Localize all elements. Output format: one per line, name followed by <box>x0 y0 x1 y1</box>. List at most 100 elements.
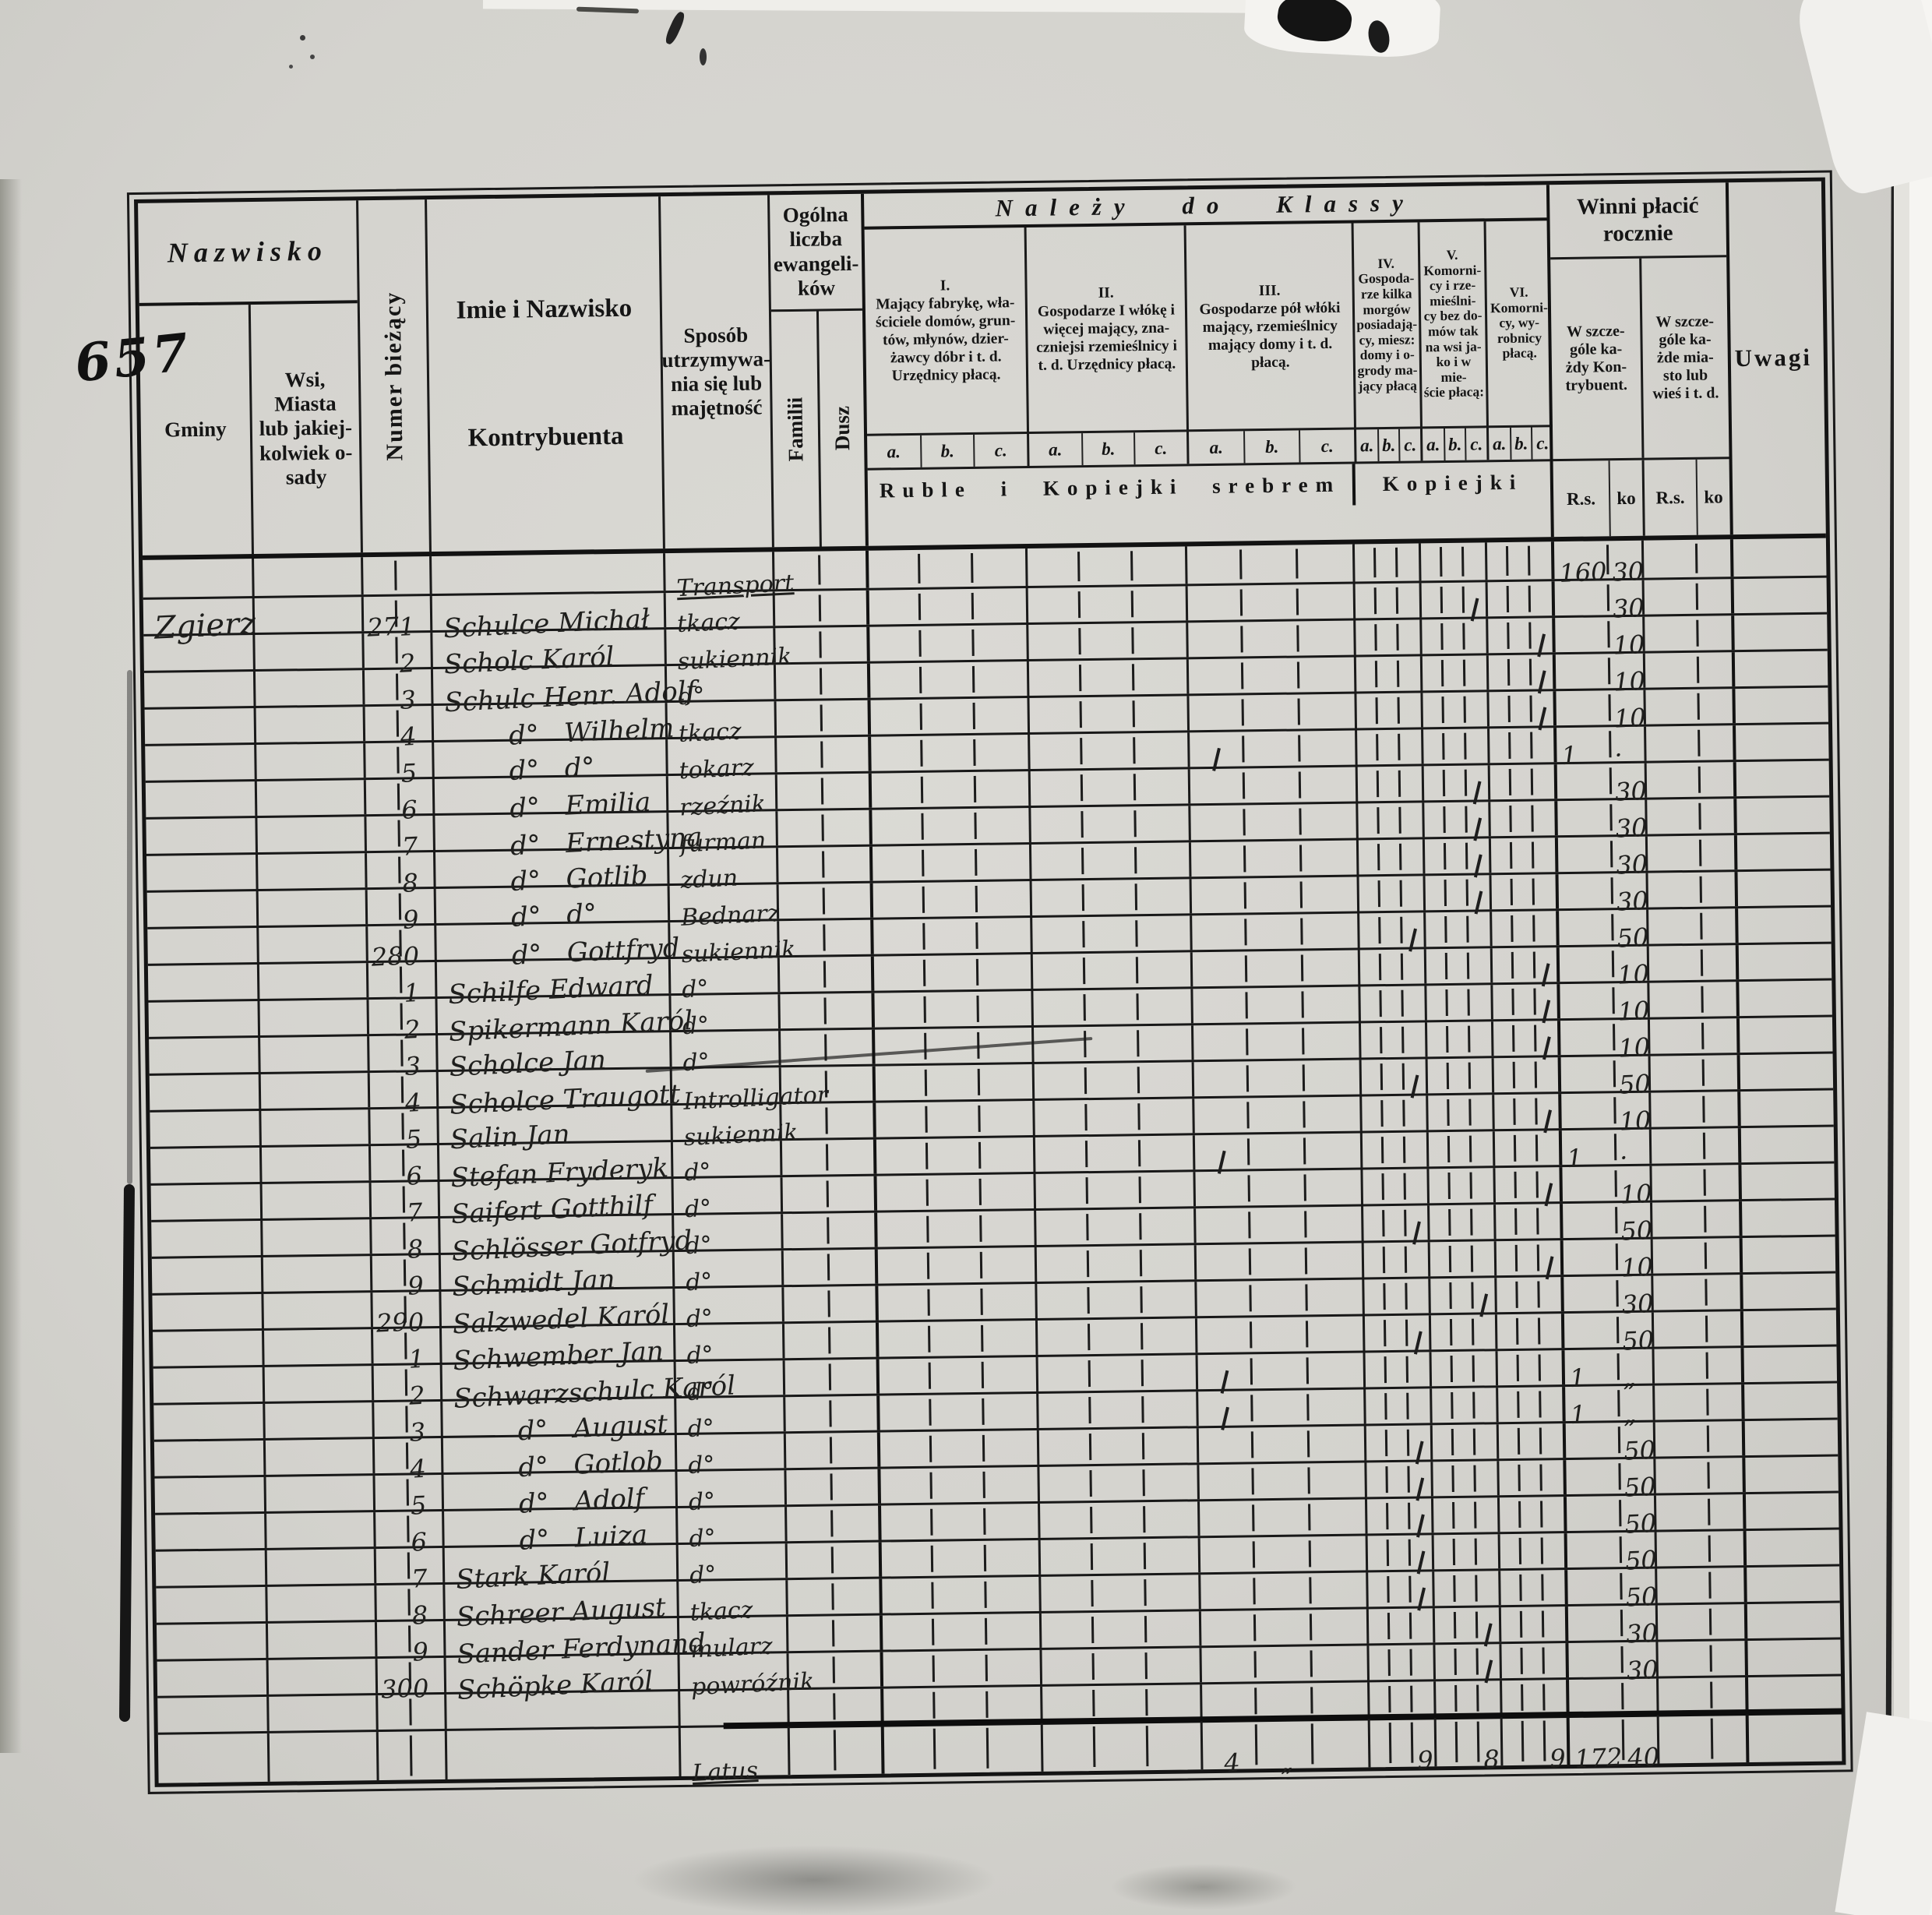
town-kopecks-cell <box>1706 1348 1741 1383</box>
occupation-cell: d° <box>674 1397 784 1443</box>
class-IV-b-cell <box>1382 1133 1405 1167</box>
subcol-a: a. <box>1048 439 1063 460</box>
number-tens-cell <box>375 1731 411 1781</box>
number-tens-cell: 27 <box>361 596 400 643</box>
remarks-cell <box>1736 1053 1826 1090</box>
remarks-cell <box>1741 1383 1830 1419</box>
class-II-c-cell <box>1132 622 1186 658</box>
subcol-a: a. <box>1426 434 1440 454</box>
class-V-b-cell <box>1450 1278 1472 1313</box>
class-V-b-cell <box>1441 583 1464 617</box>
village-cell <box>260 1256 371 1292</box>
class-V-b-cell <box>1447 1095 1470 1130</box>
class-IV-c-cell <box>1404 1132 1427 1166</box>
class-I-a-cell <box>878 1504 932 1540</box>
class-I-a-cell <box>870 919 924 954</box>
number-unit-cell: 7 <box>408 1548 443 1594</box>
class-III-b-cell <box>1251 1353 1308 1388</box>
class-I-b-cell <box>926 1138 980 1173</box>
class-IV-a-cell <box>1359 1133 1383 1168</box>
class-III-c-cell <box>1301 877 1358 912</box>
handwritten-text: 9 <box>1549 1743 1567 1774</box>
contributor-kopecks-cell: 40 <box>1623 1716 1659 1773</box>
class-V-b-cell <box>1453 1498 1475 1532</box>
class-IV-c-cell <box>1403 1095 1426 1130</box>
remarks-cell <box>1735 907 1824 943</box>
souls-count-cell <box>821 737 869 772</box>
class-V-a-cell <box>1426 1169 1450 1204</box>
class-VI-c-cell <box>1532 801 1555 835</box>
souls-count-cell <box>822 810 869 845</box>
town-kopecks-cell <box>1699 762 1734 797</box>
class-VI-b-cell <box>1518 1388 1540 1422</box>
class-III-c-cell <box>1302 950 1359 986</box>
contributor-kopecks-cell <box>1622 1679 1657 1714</box>
class-III-b-cell <box>1253 1573 1310 1608</box>
class-VI-c-cell <box>1538 1277 1561 1311</box>
subcol-b: b. <box>1243 430 1299 464</box>
town-rubles-cell <box>1648 1055 1704 1091</box>
class-III-b-cell <box>1252 1463 1309 1498</box>
class-tick <box>1542 1036 1551 1060</box>
class-III-c-cell <box>1301 914 1358 949</box>
class-III-c-cell <box>1308 1426 1365 1461</box>
class-I-a-cell <box>870 955 925 991</box>
gmina-cell <box>157 1697 267 1733</box>
class-V-c-cell <box>1470 1131 1493 1166</box>
class-IV-b-cell <box>1383 1206 1405 1240</box>
class-I-a-cell <box>875 1321 929 1357</box>
tax-register-table: Nazwisko Gminy Wsi, Miasta lub jakiej- k… <box>126 170 1853 1794</box>
name-cell: Schlösser Gotfryd <box>438 1215 693 1268</box>
class-I-description: Mający fabrykę, wła-ściciele domów, grun… <box>875 294 1016 385</box>
village-cell <box>266 1659 376 1695</box>
class-II-b-cell <box>1089 1356 1143 1391</box>
number-unit-cell: 2 <box>406 1365 441 1411</box>
number-tens-cell <box>364 816 399 852</box>
contributor-rubles-cell: 172 <box>1566 1716 1624 1774</box>
class-VI-a-cell <box>1498 1570 1521 1606</box>
families-count-cell <box>781 1286 829 1322</box>
class-II-a-cell <box>1031 1027 1085 1063</box>
class-V-b-cell <box>1442 656 1465 690</box>
handwritten-text: „ <box>1279 1747 1294 1778</box>
class-I-c-cell <box>986 1687 1041 1722</box>
col-header-dusz-label: Dusz <box>830 406 855 451</box>
name-cell: d° August <box>440 1398 675 1447</box>
class-III-c-cell <box>1310 1645 1367 1680</box>
class-I-b-cell <box>918 549 972 587</box>
class-IV-c-cell <box>1397 619 1420 654</box>
gmina-cell <box>153 1404 263 1440</box>
number-tens-cell <box>371 1365 407 1401</box>
remarks-cell <box>1736 1017 1825 1053</box>
class-V-b-cell <box>1451 1388 1474 1423</box>
class-V-a-cell <box>1424 1022 1447 1057</box>
class-V-a-cell <box>1430 1424 1453 1460</box>
town-kopecks-cell <box>1700 835 1735 870</box>
class-I-a-cell <box>869 882 924 918</box>
class-III-b-cell <box>1252 1427 1309 1462</box>
town-rubles-cell <box>1656 1677 1712 1713</box>
class-VI-b-cell <box>1521 1680 1544 1714</box>
subcol-b: b. <box>1509 427 1532 460</box>
class-II-a-cell <box>1040 1723 1095 1772</box>
contributor-kopecks-cell: 10 <box>1614 1093 1652 1137</box>
class-II-a-cell <box>1028 844 1083 880</box>
class-V-a-cell <box>1433 1680 1456 1716</box>
class-I-c-cell <box>973 661 1028 697</box>
souls-count-cell <box>828 1286 876 1321</box>
occupation-cell: Transport <box>663 552 795 602</box>
remarks-cell <box>1737 1090 1826 1127</box>
families-count-cell <box>778 1067 827 1102</box>
class-VI-a-cell <box>1492 1094 1514 1130</box>
class-VI-a-cell <box>1495 1350 1518 1386</box>
class-V-a-cell <box>1421 766 1444 801</box>
remarks-cell <box>1739 1200 1828 1236</box>
number-tens-cell <box>374 1621 410 1657</box>
class-VI-b-cell <box>1511 912 1534 946</box>
class-VI-b-cell <box>1522 1716 1545 1765</box>
class-IV-a-cell <box>1361 1243 1384 1278</box>
number-unit-cell: 5 <box>407 1475 442 1521</box>
class-V-c-cell <box>1474 1461 1497 1495</box>
class-II-b-cell <box>1086 1136 1140 1171</box>
occupation-cell: powróźnik <box>677 1653 815 1701</box>
